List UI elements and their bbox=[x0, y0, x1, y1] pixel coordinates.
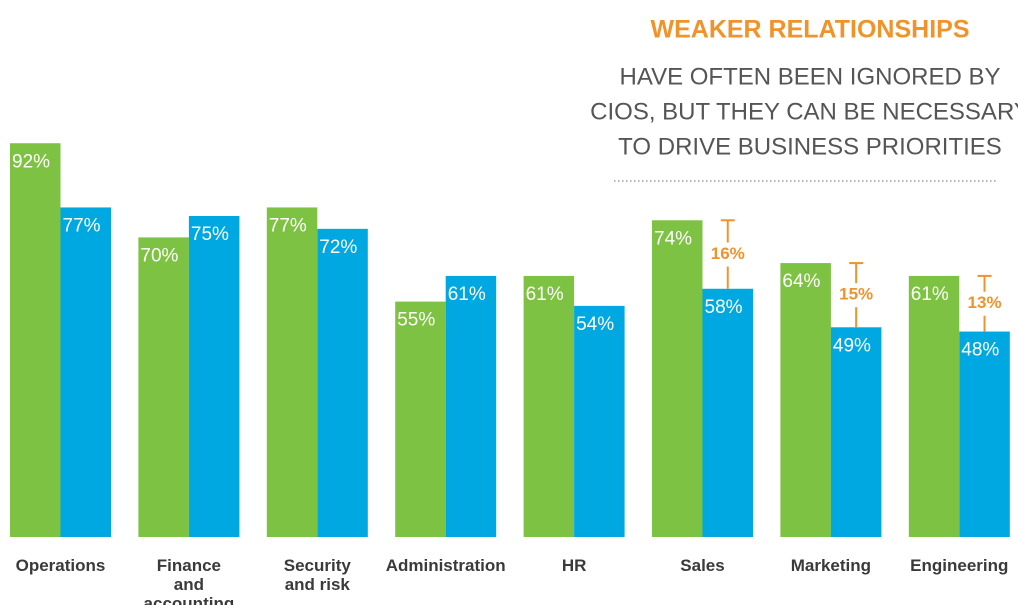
value-label: 64% bbox=[782, 271, 820, 292]
value-label: 49% bbox=[833, 335, 871, 356]
bar bbox=[445, 275, 497, 537]
x-tick-label: Administration bbox=[385, 556, 506, 575]
bar bbox=[395, 301, 446, 537]
x-tick-label-box: Marketing bbox=[767, 556, 895, 575]
value-label: 77% bbox=[269, 215, 307, 236]
value-label: 55% bbox=[397, 310, 435, 331]
bar bbox=[60, 207, 111, 537]
bar bbox=[780, 263, 831, 537]
bar bbox=[10, 143, 61, 538]
x-tick-label-box: Administration bbox=[382, 556, 510, 575]
x-tick-label: Security and risk bbox=[283, 556, 351, 594]
chart-title: WEAKER RELATIONSHIPS bbox=[651, 16, 970, 44]
value-label: 61% bbox=[911, 284, 949, 305]
x-tick-label: Operations bbox=[15, 556, 106, 575]
gap-label: 13% bbox=[968, 293, 1002, 312]
bar bbox=[188, 216, 240, 537]
bar bbox=[266, 207, 318, 537]
x-tick-label-box: Finance and accounting bbox=[125, 556, 253, 605]
x-tick-label: Engineering bbox=[910, 556, 1009, 575]
value-label: 75% bbox=[191, 224, 229, 245]
value-label: 61% bbox=[448, 284, 486, 305]
x-tick-label: Sales bbox=[680, 556, 725, 575]
bar bbox=[523, 275, 575, 537]
subtitle: TO DRIVE BUSINESS PRIORITIES bbox=[618, 133, 1002, 160]
bar bbox=[317, 228, 368, 537]
bar bbox=[574, 305, 625, 537]
value-label: 58% bbox=[705, 297, 743, 318]
gap-label: 16% bbox=[711, 244, 745, 263]
bar bbox=[652, 220, 703, 537]
bar bbox=[138, 237, 189, 537]
value-label: 48% bbox=[961, 340, 999, 361]
value-label: 77% bbox=[63, 215, 101, 236]
bar bbox=[908, 275, 960, 537]
x-tick-label: Finance and accounting bbox=[143, 556, 235, 605]
x-tick-label: HR bbox=[561, 556, 587, 575]
x-tick-label-box: Sales bbox=[639, 556, 767, 575]
gap-label: 15% bbox=[839, 285, 873, 304]
bar bbox=[959, 331, 1010, 537]
x-tick-label-box: Security and risk bbox=[253, 556, 381, 594]
subtitle: HAVE OFTEN BEEN IGNORED BY bbox=[620, 63, 1001, 90]
value-label: 54% bbox=[576, 314, 614, 335]
value-label: 61% bbox=[526, 284, 564, 305]
x-tick-label-box: HR bbox=[510, 556, 638, 575]
x-tick-label-box: Engineering bbox=[895, 556, 1018, 575]
value-label: 70% bbox=[140, 245, 178, 266]
subtitle: CIOS, BUT THEY CAN BE NECESSARY bbox=[590, 98, 1018, 125]
bar bbox=[702, 288, 753, 537]
value-label: 74% bbox=[654, 228, 692, 249]
x-tick-label: Marketing bbox=[790, 556, 872, 575]
value-label: 72% bbox=[319, 237, 357, 258]
x-tick-label-box: Operations bbox=[0, 556, 125, 575]
bar bbox=[830, 327, 882, 537]
value-label: 92% bbox=[12, 151, 50, 172]
